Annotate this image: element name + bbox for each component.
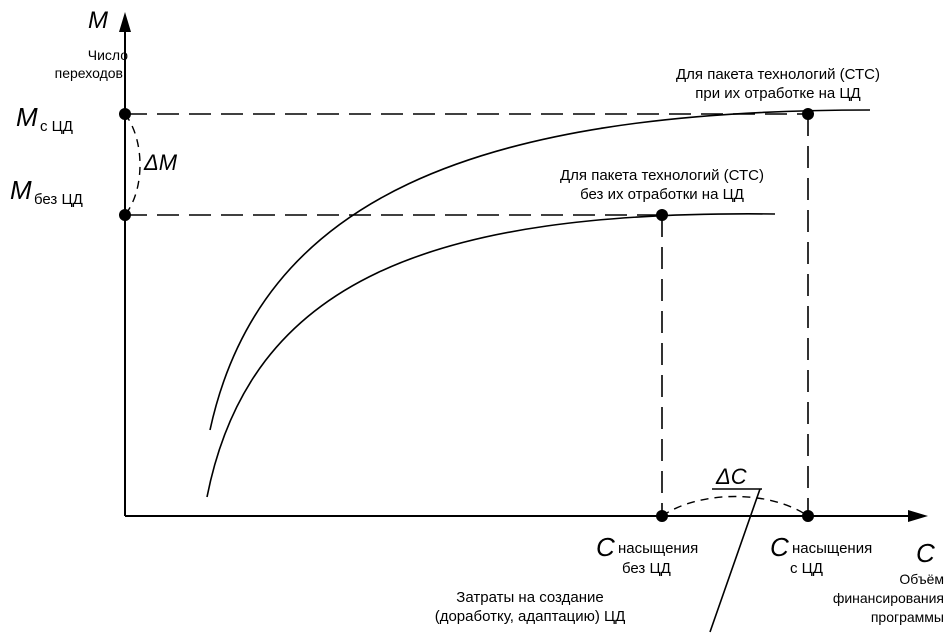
curve-with-dt-label-line1: Для пакета технологий (СТС) [676, 66, 880, 83]
x-axis-symbol: C [916, 538, 935, 568]
tick-c-without-dt-symbol: C [596, 532, 615, 562]
x-axis-label-line1: Объём [899, 571, 944, 587]
callout-line1: Затраты на создание [456, 589, 603, 606]
delta-m-label: ΔM [143, 150, 178, 175]
point-c-with-dt [802, 510, 814, 522]
y-axis-label-line1: Число [88, 47, 128, 63]
tick-m-with-dt-sub: с ЦД [40, 118, 73, 135]
tick-c-without-dt-sub1: насыщения [618, 540, 698, 557]
point-saturation-with-dt [802, 108, 814, 120]
curve-without-dt-label-line1: Для пакета технологий (СТС) [560, 167, 764, 184]
delta-m-bracket [124, 113, 141, 216]
curve-without-dt-label-line2: без их отработки на ЦД [580, 186, 744, 203]
callout-line2: (доработку, адаптацию) ЦД [435, 608, 626, 625]
y-axis-arrow [119, 12, 131, 32]
tick-m-without-dt-symbol: M [10, 175, 32, 205]
delta-c-label: ΔC [715, 464, 747, 489]
tick-c-with-dt-sub1: насыщения [792, 540, 872, 557]
x-axis-label-line2: финансирования [833, 590, 944, 606]
tick-c-with-dt-sub2: с ЦД [790, 560, 823, 577]
delta-c-bracket [661, 495, 809, 517]
y-axis-label-line2: переходов [55, 65, 123, 81]
curve-without-dt [206, 213, 776, 498]
point-m-without-dt [119, 209, 131, 221]
curve-with-dt-label-line2: при их отработке на ЦД [695, 85, 860, 102]
tick-c-without-dt-sub2: без ЦД [622, 560, 671, 577]
y-axis-symbol: M [88, 7, 108, 34]
x-axis-arrow [908, 510, 928, 522]
point-saturation-without-dt [656, 209, 668, 221]
tick-m-with-dt-symbol: M [16, 102, 38, 132]
tick-m-without-dt-sub: без ЦД [34, 191, 83, 208]
tick-c-with-dt-symbol: C [770, 532, 789, 562]
x-axis-label-line3: программы [871, 609, 944, 625]
callout-leader [709, 488, 761, 633]
curve-with-dt [209, 109, 871, 431]
